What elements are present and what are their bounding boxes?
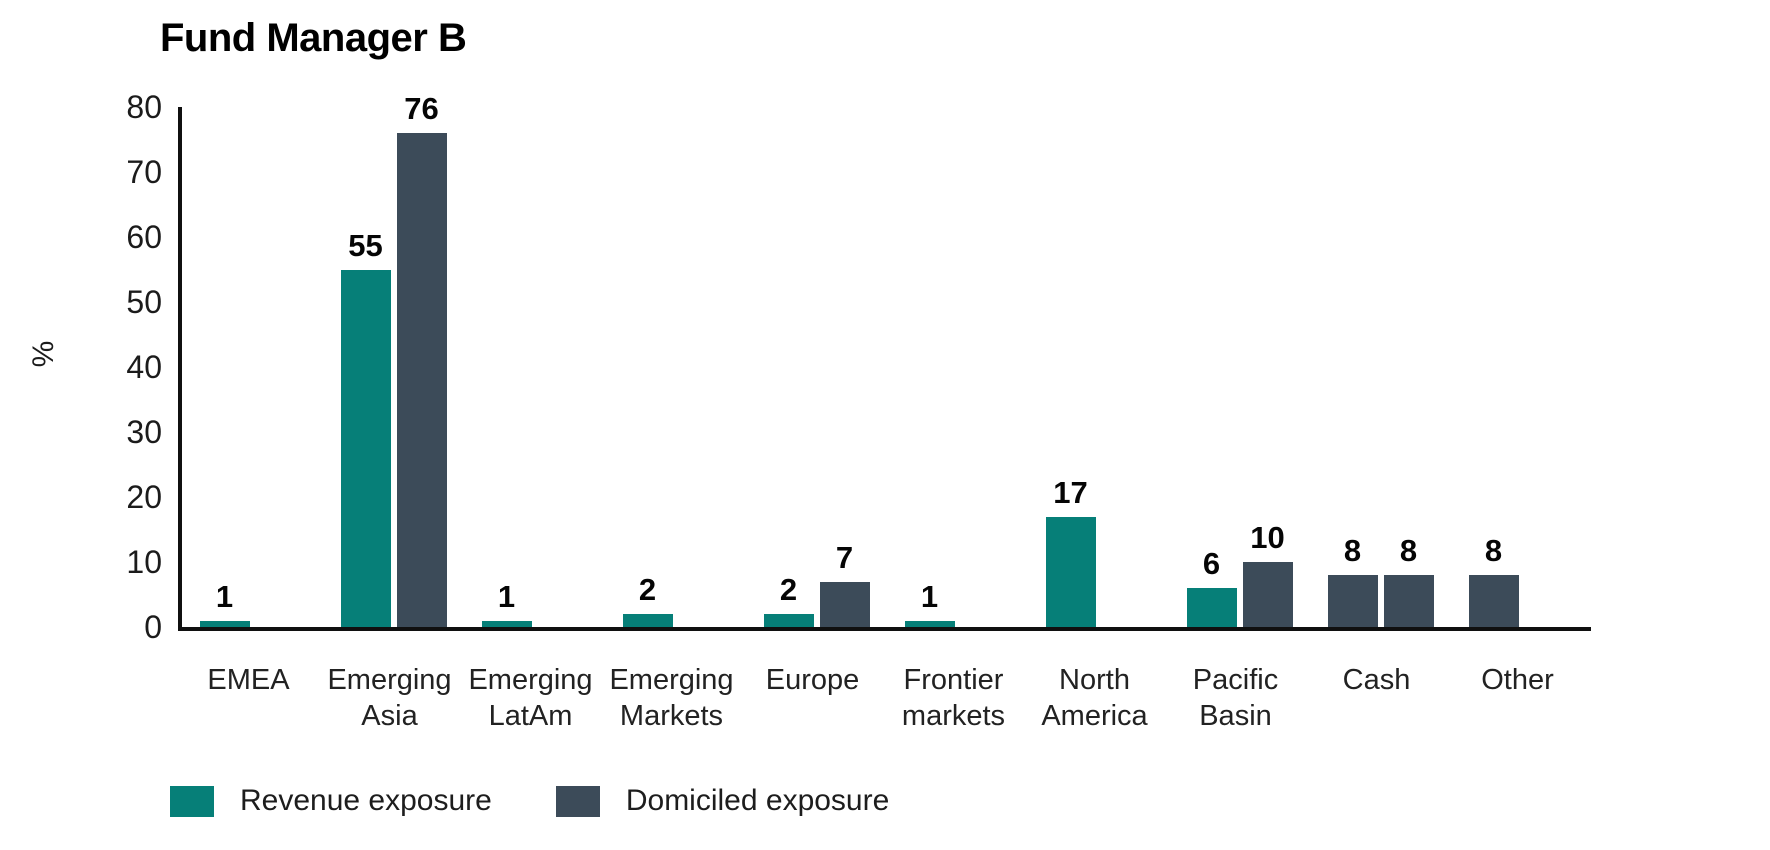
value-label-emerging-asia-domiciled-exposure: 76 (404, 91, 439, 126)
value-label-other-revenue-exposure: 8 (1484, 533, 1503, 568)
bar-domiciled-exposure-europe (819, 581, 870, 627)
y-tick-0: 0 (144, 609, 162, 645)
y-tick-70: 70 (126, 154, 162, 190)
y-tick-10: 10 (126, 544, 162, 580)
y-tick-50: 50 (126, 284, 162, 320)
bar-domiciled-exposure-pacific-basin (1242, 562, 1293, 627)
plot-area: 1 55 76 1 2 2 7 1 17 6 10 8 8 8 (178, 93, 1591, 631)
legend-swatch-domiciled-exposure (555, 785, 600, 817)
x-label-cash: Cash (1342, 664, 1411, 696)
value-label-emerging-latam-revenue-exposure: 1 (497, 578, 516, 614)
value-label-cash-domiciled-exposure: 8 (1399, 533, 1418, 568)
legend: Revenue exposure Domiciled exposure (170, 784, 889, 818)
bar-revenue-exposure-north-america (1045, 516, 1096, 627)
legend-label-domiciled-exposure: Domiciled exposure (625, 784, 890, 817)
value-label-frontier-markets-revenue-exposure: 1 (920, 578, 939, 614)
legend-label-revenue-exposure: Revenue exposure (240, 784, 492, 817)
bar-revenue-exposure-emerging-latam (481, 620, 532, 627)
bar-revenue-exposure-emerging-markets (622, 614, 673, 627)
bar-revenue-exposure-pacific-basin (1186, 588, 1237, 627)
bar-domiciled-exposure-emerging-asia (396, 133, 447, 627)
bar-revenue-exposure-frontier-markets (904, 620, 955, 627)
value-label-emerging-markets-revenue-exposure: 2 (638, 572, 657, 607)
x-axis-labels: EMEA Emerging Asia Emerging LatAm Emerging Mar… (178, 662, 1587, 747)
x-label-north-america: North America (1041, 664, 1148, 732)
legend-swatch-revenue-exposure (170, 785, 214, 817)
chart-title: Fund Manager B (160, 16, 467, 60)
value-label-pacific-basin-domiciled-exposure: 10 (1250, 520, 1285, 555)
y-tick-30: 30 (126, 414, 162, 450)
value-label-cash-revenue-exposure: 8 (1343, 533, 1362, 568)
bar-revenue-exposure-cash (1327, 575, 1378, 627)
x-label-emerging-asia: Emerging Asia (327, 664, 452, 732)
y-tick-60: 60 (126, 219, 162, 255)
value-label-europe-revenue-exposure: 2 (779, 572, 798, 607)
value-label-europe-domiciled-exposure: 7 (835, 539, 854, 575)
legend-item-revenue-exposure: Revenue exposure (170, 784, 492, 818)
value-label-emea-revenue-exposure: 1 (215, 578, 234, 614)
y-tick-40: 40 (126, 349, 162, 385)
x-label-frontier-markets: Frontier markets (901, 664, 1006, 732)
bar-revenue-exposure-europe (763, 614, 814, 627)
x-label-pacific-basin: Pacific Basin (1192, 664, 1279, 732)
x-label-europe: Europe (765, 664, 860, 696)
value-label-north-america-revenue-exposure: 17 (1053, 474, 1088, 510)
value-label-emerging-asia-revenue-exposure: 55 (348, 227, 383, 263)
y-tick-80: 80 (126, 89, 162, 125)
y-tick-20: 20 (126, 479, 162, 515)
bar-revenue-exposure-other (1468, 575, 1519, 627)
x-label-emerging-markets: Emerging Markets (609, 664, 734, 732)
x-label-emerging-latam: Emerging LatAm (468, 664, 593, 732)
x-label-emea: EMEA (207, 664, 290, 696)
bar-revenue-exposure-emea (199, 620, 250, 627)
x-label-other: Other (1481, 664, 1554, 696)
value-label-pacific-basin-revenue-exposure: 6 (1202, 546, 1221, 581)
bar-domiciled-exposure-cash (1383, 575, 1434, 627)
bar-revenue-exposure-emerging-asia (340, 269, 391, 627)
y-axis-ticks: 0 10 20 30 40 50 60 70 80 (56, 91, 162, 643)
legend-item-domiciled-exposure: Domiciled exposure (555, 784, 890, 818)
